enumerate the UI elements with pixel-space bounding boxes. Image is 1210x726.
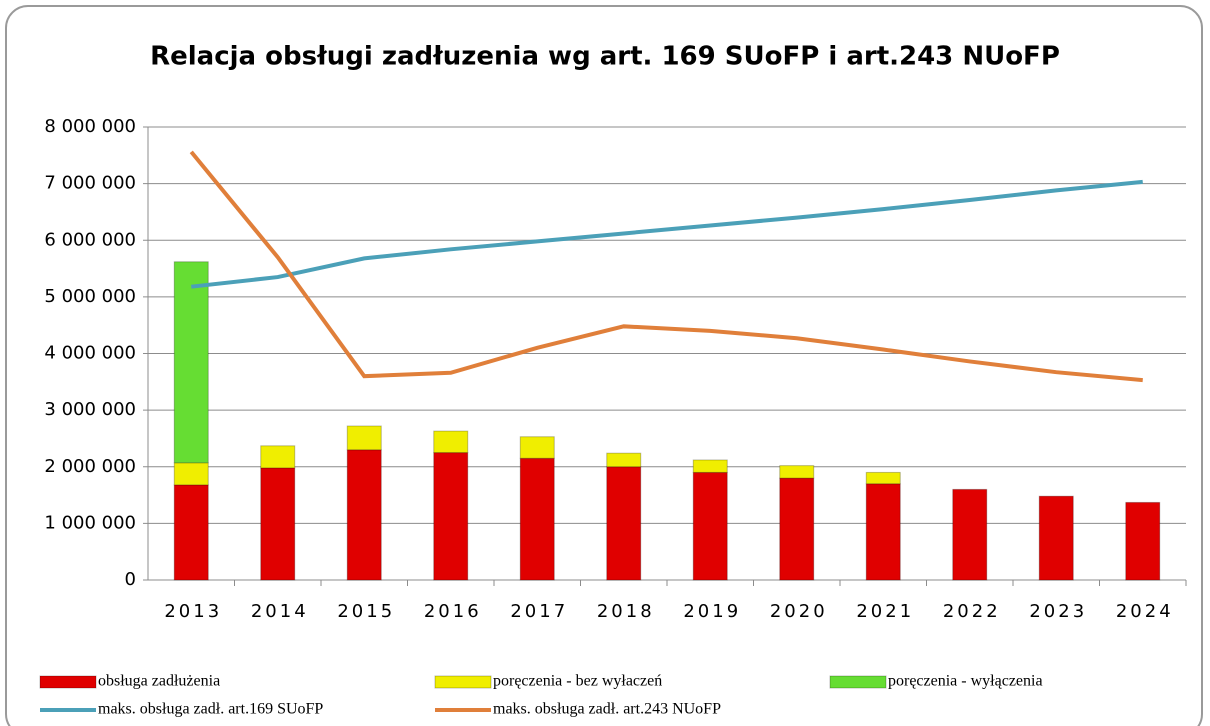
bar-segment (173, 261, 209, 464)
bar-segment (779, 477, 815, 581)
x-tick-label: 2024 (1116, 601, 1174, 622)
bar-segment (519, 457, 555, 581)
legend-label: poręczenia - bez wyłaczeń (493, 673, 662, 690)
y-tick-label: 6 000 000 (44, 229, 136, 250)
x-tick-label: 2022 (943, 601, 1001, 622)
bar-segment (346, 425, 382, 451)
x-tick-label: 2020 (770, 601, 828, 622)
chart-title: Relacja obsługi zadłuzenia wg art. 169 S… (150, 42, 1060, 72)
bar-segment (433, 430, 469, 454)
y-tick-label: 8 000 000 (44, 116, 136, 137)
bar-segment (260, 467, 296, 581)
bar-segment (1038, 495, 1074, 581)
y-tick-label: 7 000 000 (44, 173, 136, 194)
legend-label: poręczenia - wyłączenia (888, 673, 1043, 690)
bar-segment (692, 471, 728, 581)
bar-segment (692, 459, 728, 473)
chart-frame (5, 5, 1203, 726)
legend-swatch (39, 675, 97, 689)
bar-segment (173, 462, 209, 486)
y-tick-label: 5 000 000 (44, 286, 136, 307)
x-tick-label: 2023 (1029, 601, 1087, 622)
bar-segment (346, 449, 382, 581)
bar-segment (433, 452, 469, 581)
x-tick-label: 2014 (251, 601, 309, 622)
x-tick-label: 2021 (856, 601, 914, 622)
bar-segment (779, 465, 815, 479)
line-series (189, 150, 1143, 383)
x-tick-label: 2016 (424, 601, 482, 622)
x-tick-label: 2015 (337, 601, 395, 622)
bar-segment (260, 445, 296, 469)
bar-segment (519, 436, 555, 459)
bar-segment (865, 471, 901, 485)
legend-label: obsługa zadłużenia (98, 673, 220, 690)
x-tick-label: 2018 (597, 601, 655, 622)
legend-swatch (434, 675, 492, 689)
legend-label: maks. obsługa zadł. art.243 NUoFP (493, 701, 721, 718)
bar-segment (1125, 501, 1161, 581)
x-tick-label: 2017 (510, 601, 568, 622)
y-tick-label: 0 (125, 569, 136, 590)
bar-segment (952, 488, 988, 581)
legend-label: maks. obsługa zadł. art.169 SUoFP (98, 701, 323, 718)
y-tick-label: 1 000 000 (44, 512, 136, 533)
line-series (191, 179, 1143, 289)
bar-segment (606, 466, 642, 581)
bar-segment (606, 452, 642, 468)
bar-segment (173, 484, 209, 581)
x-tick-label: 2019 (683, 601, 741, 622)
y-tick-label: 2 000 000 (44, 456, 136, 477)
y-tick-label: 3 000 000 (44, 399, 136, 420)
y-tick-label: 4 000 000 (44, 343, 136, 364)
legend-swatch (829, 675, 887, 689)
x-tick-label: 2013 (164, 601, 222, 622)
bar-segment (865, 483, 901, 581)
